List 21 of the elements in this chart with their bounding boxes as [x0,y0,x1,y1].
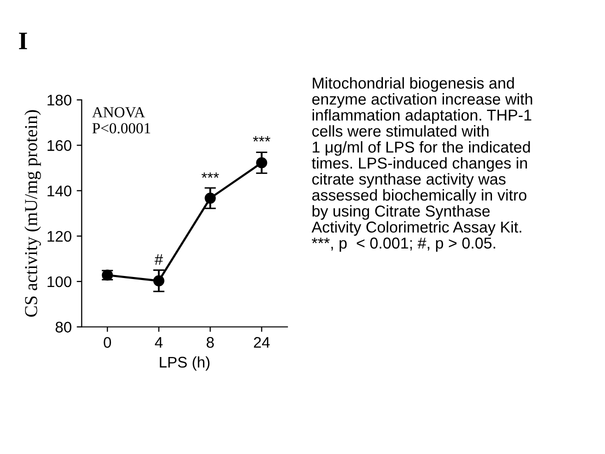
x-axis-title: LPS (h) [160,356,210,371]
y-tick-label: 100 [48,276,72,288]
x-tick-label: 0 [104,337,112,348]
annotation: *** [202,172,219,178]
x-tick-label: 24 [254,337,270,348]
annotation: # [154,254,163,265]
annotation: ANOVA P<0.0001 [92,107,150,134]
x-tick-label: 4 [154,337,163,348]
y-tick-label: 180 [48,94,72,106]
annotation: *** [252,136,270,142]
point [256,157,268,168]
y-tick-label: 80 [56,322,72,333]
y-tick-label: 120 [48,230,72,242]
y-axis-title: CS activity (mU/mg protein) [24,110,41,317]
point [204,192,216,204]
y-tick-label: 140 [48,186,72,196]
point [153,275,164,286]
chart-title: I [18,32,28,50]
x-tick-label: 8 [206,337,214,348]
text: Mitochondrial biogenesis and enzyme activation increase with inflammation adaptation. THP-1 cells were stimulated with 1 μg/ml of LPS for the indicated times. LPS-induced changes in citrate synthase activity was assessed biochemically in vitro by using Citrate Synthase Activity Colorimetric Assay Kit. ***, p < 0.001; #, p > 0.05. [312,77,532,252]
y-tick-label: 160 [48,140,72,151]
